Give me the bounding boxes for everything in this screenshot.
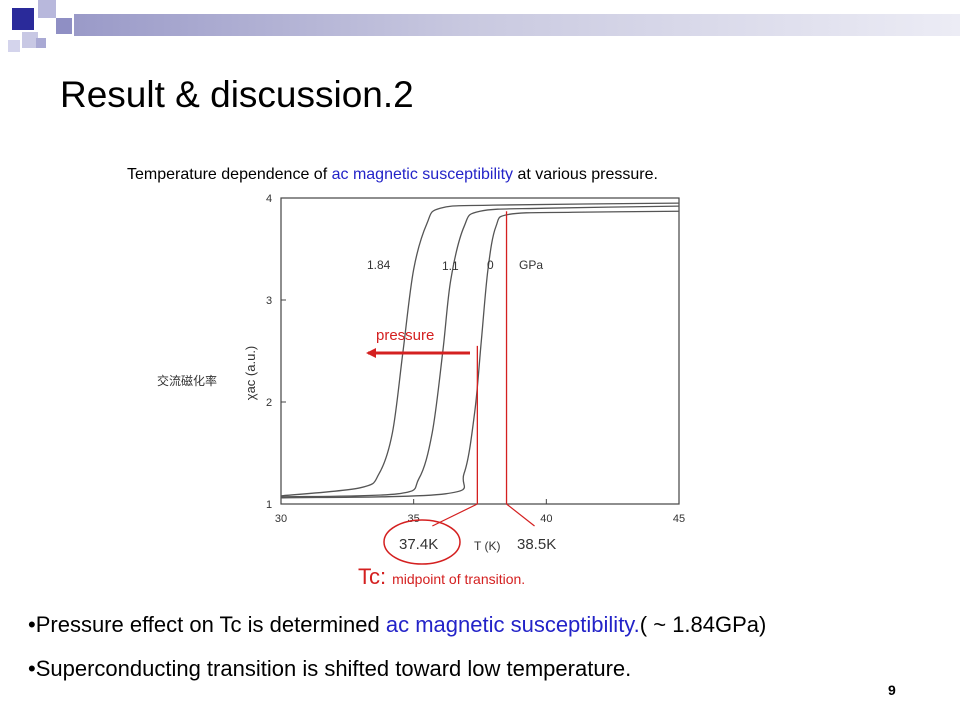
series-label-1-1: 1.1 <box>442 259 459 273</box>
bullet-highlight: ac magnetic susceptibility. <box>385 612 640 637</box>
axis-ticks: 30 35 40 45 1 2 3 4 <box>266 193 685 525</box>
tc-value-2: 38.5K <box>517 536 556 553</box>
page-number: 9 <box>888 682 896 698</box>
unit-label: GPa <box>519 258 543 272</box>
bullet-item: •Superconducting transition is shifted t… <box>28 656 631 682</box>
series-line-1 <box>280 205 680 498</box>
y-axis-label: χac (a.u.) <box>243 346 258 401</box>
tc-definition: Tc: midpoint of transition. <box>358 564 525 590</box>
plot-frame <box>280 197 680 505</box>
x-tick-label: 30 <box>275 513 287 525</box>
y-tick-label: 1 <box>266 499 272 511</box>
tc-circle <box>383 519 461 565</box>
series-line-0 <box>280 202 680 497</box>
tc-description: midpoint of transition. <box>392 571 526 587</box>
tc-leader-2 <box>506 503 535 527</box>
series-label-0: 0 <box>487 258 494 272</box>
slide-title: Result & discussion.2 <box>60 74 414 115</box>
data-curves <box>280 202 680 499</box>
x-tick-label: 45 <box>673 513 685 525</box>
bullet-text-end: ( ~ 1.84GPa) <box>639 612 767 637</box>
caption-text: Temperature dependence of <box>127 166 332 183</box>
bullet-marker: • <box>28 612 36 637</box>
x-tick-label: 40 <box>540 513 552 525</box>
caption-highlight: ac magnetic susceptibility <box>331 166 514 183</box>
header-bar <box>74 14 960 36</box>
tc-label: Tc: <box>358 564 387 589</box>
caption-text-end: at various pressure. <box>513 166 658 183</box>
bullet-item: •Pressure effect on Tc is determined ac … <box>28 612 766 638</box>
series-label-1-84: 1.84 <box>367 258 391 272</box>
pressure-label: pressure <box>376 327 434 344</box>
y-axis-annotation: 交流磁化率 <box>157 373 217 388</box>
tc-value-1: 37.4K <box>399 536 438 553</box>
bullet-marker: • <box>28 656 36 681</box>
y-tick-label: 3 <box>266 295 272 307</box>
y-tick-label: 2 <box>266 397 272 409</box>
bullet-text: Superconducting transition is shifted to… <box>35 656 632 681</box>
x-tick-label: 35 <box>408 513 420 525</box>
bullet-text: Pressure effect on Tc is determined <box>35 612 386 637</box>
x-axis-label: T (K) <box>474 539 500 553</box>
chart-caption: Temperature dependence of ac magnetic su… <box>127 166 658 184</box>
y-tick-label: 4 <box>266 193 272 205</box>
series-line-2 <box>280 210 680 499</box>
